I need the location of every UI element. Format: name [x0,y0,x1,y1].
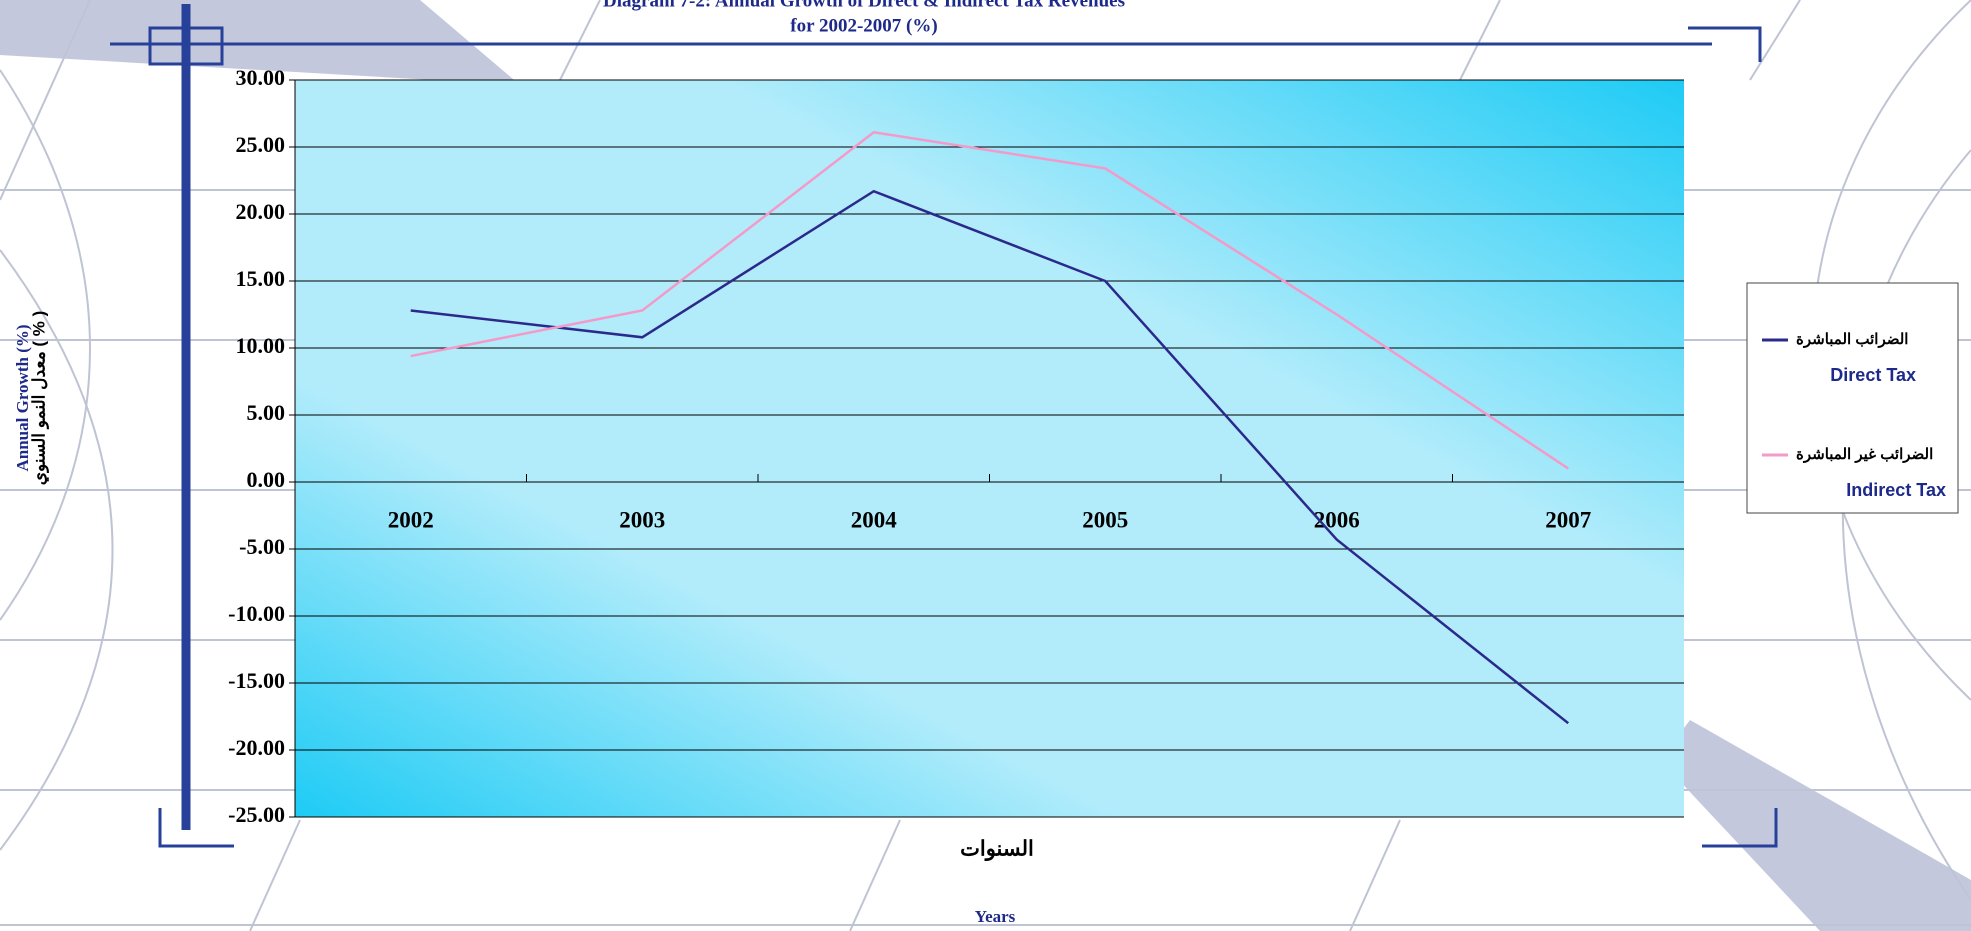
y-axis-label-ar: معدل النمو السنوي ( % ) [29,311,49,486]
y-tick-label: -5.00 [239,534,285,559]
legend [1746,282,1959,514]
x-tick-label: 2005 [1082,507,1128,532]
x-tick-label: 2006 [1314,507,1360,532]
y-tick-label: -25.00 [228,802,285,827]
chart-subtitle: for 2002-2007 (%) [790,15,937,36]
y-tick-label: 5.00 [247,400,286,425]
x-tick-label: 2003 [619,507,665,532]
x-tick-label: 2002 [388,507,434,532]
frame-decoration [110,4,1778,848]
chart-title: Diagram 7-2: Annual Growth of Direct & I… [603,0,1125,11]
x-tick-label: 2007 [1545,507,1591,532]
y-axis-label: Annual Growth (%) [13,324,32,471]
y-tick-label: 30.00 [236,65,286,90]
x-axis-label: Years [975,907,1016,926]
x-axis-label-ar: السنوات [960,838,1034,862]
y-tick-label: -20.00 [228,735,285,760]
legend-label: Direct Tax [1830,365,1916,385]
y-tick-label: 25.00 [236,132,286,157]
y-tick-label: -15.00 [228,668,285,693]
legend-label: Indirect Tax [1846,480,1946,500]
x-tick-label: 2004 [851,507,898,532]
legend-label-ar: الضرائب المباشرة [1796,331,1908,348]
y-tick-label: 15.00 [236,266,286,291]
data-line [410,189,1570,725]
y-tick-label: -10.00 [228,601,285,626]
legend-label-ar: الضرائب غير المباشرة [1796,446,1933,463]
y-tick-label: 20.00 [236,199,286,224]
y-tick-label: 10.00 [236,333,286,358]
y-tick-label: 0.00 [247,467,286,492]
data-line [410,130,1569,470]
plot-area [295,80,1684,817]
